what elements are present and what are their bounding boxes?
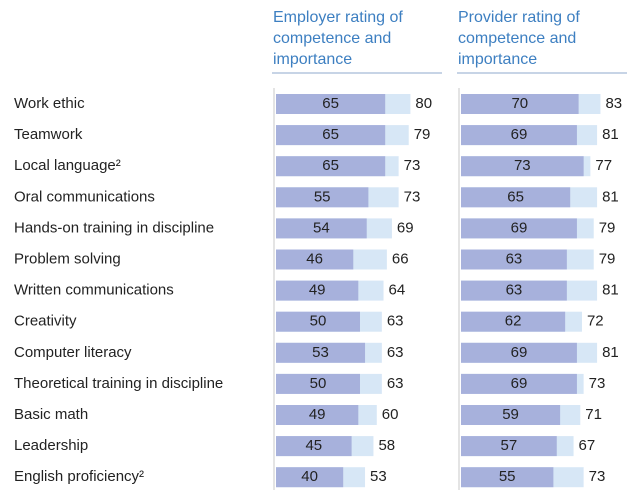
importance-label: 63 (387, 344, 404, 361)
importance-label: 77 (595, 157, 612, 174)
competence-bar (276, 94, 386, 114)
competence-label: 49 (309, 282, 326, 299)
importance-label: 60 (382, 406, 399, 423)
category-label: Basic math (14, 406, 88, 423)
competence-label: 54 (313, 219, 330, 236)
importance-label: 79 (599, 250, 616, 267)
category-label: Work ethic (14, 95, 85, 112)
importance-label: 73 (404, 157, 421, 174)
category-label: Teamwork (14, 126, 83, 143)
importance-label: 73 (589, 468, 606, 485)
category-label: Computer literacy (14, 344, 132, 361)
competence-label: 45 (305, 437, 322, 454)
panel-title: importance (458, 51, 537, 68)
category-label: Theoretical training in discipline (14, 375, 223, 392)
competence-bar (461, 342, 577, 363)
panel-title: competence and (458, 30, 576, 47)
competence-label: 62 (505, 313, 522, 330)
importance-label: 72 (587, 313, 604, 330)
importance-label: 67 (579, 437, 596, 454)
competence-label: 65 (507, 188, 524, 205)
competence-bar (276, 218, 367, 239)
category-label: Hands-on training in discipline (14, 219, 214, 236)
competence-label: 63 (506, 250, 523, 267)
competence-label: 40 (301, 468, 318, 485)
competence-bar (276, 467, 344, 488)
competence-bar (276, 311, 360, 332)
competence-label: 69 (511, 219, 528, 236)
competence-bar (276, 373, 360, 394)
competence-bar (461, 280, 567, 301)
importance-label: 79 (414, 126, 431, 143)
competence-label: 50 (310, 375, 327, 392)
category-label: Problem solving (14, 250, 121, 267)
competence-label: 49 (309, 406, 326, 423)
panel-title: Provider rating of (458, 9, 580, 26)
importance-label: 79 (599, 219, 616, 236)
importance-label: 73 (589, 375, 606, 392)
importance-label: 80 (415, 95, 432, 112)
competence-label: 65 (322, 126, 339, 143)
competence-bar (276, 342, 366, 363)
importance-label: 71 (585, 406, 602, 423)
competence-label: 57 (501, 437, 518, 454)
competence-label: 59 (502, 406, 519, 423)
importance-label: 83 (605, 95, 622, 112)
competence-bar (461, 311, 566, 332)
category-label: Local language² (14, 157, 121, 174)
competence-bar (461, 187, 571, 208)
panel-title: competence and (273, 30, 391, 47)
competence-label: 65 (322, 157, 339, 174)
competence-label: 73 (514, 157, 531, 174)
competence-bar (461, 249, 567, 270)
competence-bar (276, 436, 352, 457)
category-label: Leadership (14, 437, 88, 454)
category-label: Oral communications (14, 188, 155, 205)
competence-bar (461, 218, 577, 239)
importance-label: 64 (389, 282, 406, 299)
competence-bar (461, 156, 584, 177)
competence-bar (276, 280, 359, 301)
importance-label: 66 (392, 250, 409, 267)
competence-bar (461, 94, 579, 114)
importance-label: 73 (404, 188, 421, 205)
competence-bar (461, 436, 557, 457)
importance-label: 81 (602, 344, 619, 361)
category-label: Creativity (14, 313, 77, 330)
competence-label: 46 (306, 250, 323, 267)
competence-bar (461, 373, 577, 394)
competence-label: 53 (312, 344, 329, 361)
importance-label: 69 (397, 219, 414, 236)
category-label: Written communications (14, 282, 174, 299)
competence-label: 50 (310, 313, 327, 330)
importance-label: 63 (387, 375, 404, 392)
competence-label: 69 (511, 126, 528, 143)
competence-bar (461, 125, 577, 146)
importance-label: 81 (602, 188, 619, 205)
competence-label: 69 (511, 344, 528, 361)
competence-bar (276, 249, 354, 270)
competence-bar (276, 187, 369, 208)
competence-bar (461, 405, 561, 425)
competence-label: 69 (511, 375, 528, 392)
competence-label: 63 (506, 282, 523, 299)
competence-bar (276, 405, 359, 425)
competence-bar (461, 467, 554, 488)
importance-label: 81 (602, 126, 619, 143)
competence-label: 65 (322, 95, 339, 112)
competence-label: 55 (499, 468, 516, 485)
importance-label: 58 (378, 437, 395, 454)
panel-title: Employer rating of (273, 9, 403, 26)
panel-title: importance (273, 51, 352, 68)
competence-label: 70 (511, 95, 528, 112)
competence-label: 55 (314, 188, 331, 205)
competence-bar (276, 156, 386, 177)
importance-label: 63 (387, 313, 404, 330)
competence-bar (276, 125, 386, 146)
category-label: English proficiency² (14, 468, 144, 485)
importance-label: 53 (370, 468, 387, 485)
importance-label: 81 (602, 282, 619, 299)
